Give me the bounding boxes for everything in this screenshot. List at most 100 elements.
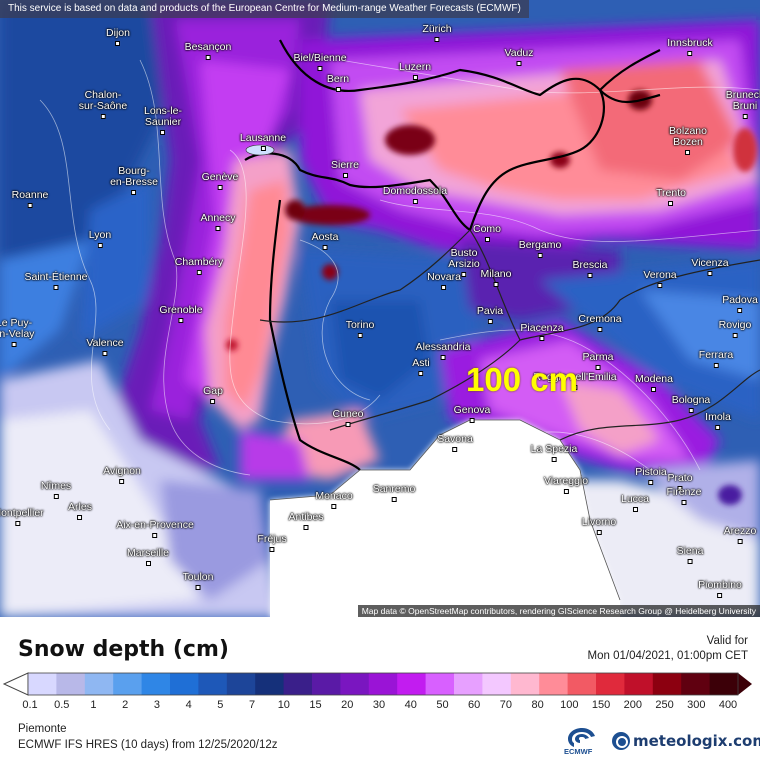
scale-tick-label: 150 [591, 699, 611, 711]
city-label: Ferrara [699, 350, 733, 368]
city-marker-icon [345, 422, 351, 427]
city-label: Montpellier [0, 508, 44, 526]
city-name: Montpellier [0, 507, 44, 519]
city-name: Le Puy- [0, 317, 33, 329]
city-name: Cuneo [332, 408, 364, 420]
city-marker-icon [152, 533, 158, 538]
city-marker-icon [516, 61, 522, 66]
city-name: Piacenza [520, 322, 564, 334]
city-marker-icon [178, 318, 184, 323]
city-marker-icon [303, 525, 309, 530]
scale-tick-label: 0.5 [54, 699, 70, 711]
scale-swatch [226, 673, 256, 695]
scale-tick-label: 5 [217, 699, 224, 711]
city-label: Padova [722, 295, 758, 313]
scale-swatch [397, 673, 427, 695]
scale-swatch [652, 673, 682, 695]
scale-tick-label: 100 [560, 699, 579, 711]
city-marker-icon [572, 385, 578, 390]
city-label: Toulon [183, 572, 213, 590]
city-label: Biel/Bienne [293, 53, 347, 71]
city-label: Marseille [127, 548, 169, 566]
scale-swatch [255, 673, 285, 695]
city-marker-icon [260, 146, 266, 151]
city-label: BruneckBruni [726, 90, 760, 119]
city-name: Valence [86, 337, 124, 349]
city-name: Innsbruck [667, 37, 713, 49]
city-marker-icon [484, 237, 490, 242]
city-name: Vaduz [504, 47, 534, 59]
city-label: Le Puy-en-Velay [0, 318, 34, 347]
city-label: Como [473, 224, 501, 242]
city-name: Zürich [422, 23, 452, 35]
city-marker-icon [317, 66, 323, 71]
city-label: Aix-en-Provence [116, 520, 194, 538]
city-label: La Spezia [531, 444, 577, 462]
city-marker-icon [657, 283, 663, 288]
city-marker-icon [595, 365, 601, 370]
city-label: Pavia [477, 306, 503, 324]
scale-tick-label: 50 [436, 699, 449, 711]
city-label: Alessandria [415, 341, 471, 360]
snow-depth-map[interactable]: This service is based on data and produc… [0, 0, 760, 617]
city-name: Cremona [578, 313, 622, 325]
scale-tick-label: 1 [90, 699, 97, 711]
city-label: Lausanne [240, 133, 286, 151]
city-name: Reggio nell'Emilia [533, 371, 617, 383]
city-label: Brescia [572, 260, 608, 278]
city-marker-icon [715, 425, 721, 430]
city-name: Padova [722, 294, 758, 306]
city-name: Lons-le- [144, 105, 182, 117]
city-label: Cremona [578, 313, 622, 332]
city-marker-icon [418, 371, 424, 376]
city-marker-icon [357, 333, 363, 338]
model-run: ECMWF IFS HRES (10 days) from 12/25/2020… [18, 739, 278, 751]
city-marker-icon [737, 308, 743, 313]
city-marker-icon [100, 114, 106, 119]
city-name: Siena [676, 545, 704, 557]
city-name: Alessandria [415, 341, 471, 353]
city-marker-icon [434, 37, 440, 42]
city-label: Vaduz [505, 48, 534, 66]
scale-swatch [113, 673, 143, 695]
scale-swatch [624, 673, 654, 695]
city-marker-icon [587, 273, 593, 278]
city-label: Chalon-sur-Saône [79, 90, 127, 119]
scale-max-arrow-icon [738, 673, 752, 695]
city-label: Dijon [106, 28, 130, 46]
city-marker-icon [677, 486, 683, 491]
scale-tick-label: 250 [655, 699, 674, 711]
city-name: Avignon [103, 465, 141, 477]
city-marker-icon [648, 480, 654, 485]
city-marker-icon [713, 363, 719, 368]
city-marker-icon [15, 521, 21, 526]
meteologix-logo[interactable]: meteologix.com [612, 729, 760, 753]
city-marker-icon [217, 185, 223, 190]
city-marker-icon [707, 271, 713, 276]
city-marker-icon [737, 539, 743, 544]
city-marker-icon [115, 41, 121, 46]
scale-tick-label: 0.1 [22, 699, 38, 711]
city-marker-icon [668, 201, 674, 206]
city-label: Vicenza [691, 258, 729, 276]
map-title: Snow depth (cm) [18, 637, 229, 662]
scale-swatch [368, 673, 398, 695]
scale-tick-label: 60 [468, 699, 481, 711]
city-label: Siena [676, 545, 704, 564]
city-name: Imola [705, 411, 731, 423]
city-name: Luzern [398, 61, 432, 73]
scale-tick-label: 30 [372, 699, 386, 711]
city-name: Besançon [184, 41, 232, 53]
city-name: Ferrara [698, 349, 734, 361]
scale-tick-label: 300 [687, 699, 706, 711]
city-name: Bruni [732, 100, 758, 112]
city-label: Aosta [312, 232, 338, 250]
city-label: Domodossola [383, 186, 447, 204]
city-name: Arles [68, 501, 92, 513]
city-label: Genève [202, 172, 238, 190]
city-label: Monaco [315, 491, 353, 509]
city-marker-icon [685, 150, 691, 155]
city-name: Bruneck [725, 89, 760, 101]
city-label: Zürich [422, 23, 452, 42]
city-label: Gap [203, 386, 223, 404]
